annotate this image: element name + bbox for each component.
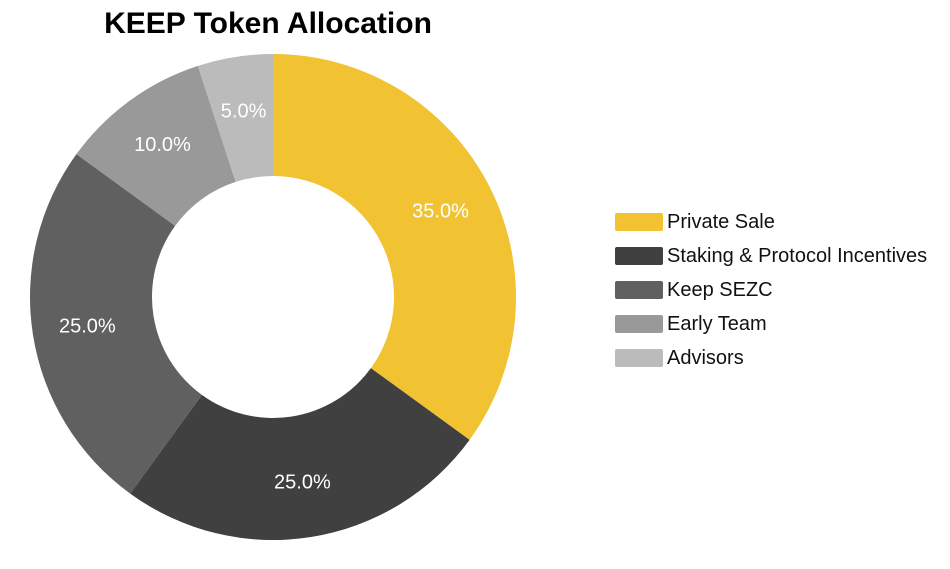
legend-swatch-keep-sezc [615, 281, 663, 299]
legend-label-advisors: Advisors [667, 347, 744, 369]
data-label-advisors: 5.0% [221, 100, 267, 122]
legend-label-keep-sezc: Keep SEZC [667, 279, 773, 301]
slice-advisors [197, 54, 273, 182]
slice-staking-protocol-incentives [130, 368, 470, 540]
legend-swatch-advisors [615, 349, 663, 367]
legend-label-staking-protocol-incentives: Staking & Protocol Incentives [667, 245, 927, 267]
slice-private-sale [273, 54, 516, 440]
legend-swatch-staking-protocol-incentives [615, 247, 663, 265]
legend-swatch-private-sale [615, 213, 663, 231]
legend: Private Sale Staking & Protocol Incentive… [615, 211, 927, 369]
data-label-early-team: 10.0% [134, 134, 191, 156]
data-label-private-sale: 35.0% [412, 201, 469, 223]
legend-label-private-sale: Private Sale [667, 211, 775, 233]
data-label-keep-sezc: 25.0% [59, 315, 116, 337]
slice-early-team [76, 65, 236, 226]
data-labels: 35.0% 25.0% 25.0% 10.0% 5.0% [59, 100, 469, 493]
slice-keep-sezc [29, 154, 202, 494]
legend-label-early-team: Early Team [667, 313, 767, 335]
chart-title: KEEP Token Allocation [104, 7, 432, 40]
legend-swatch-early-team [615, 315, 663, 333]
data-label-staking-protocol-incentives: 25.0% [274, 472, 331, 494]
donut-slices [29, 54, 516, 540]
